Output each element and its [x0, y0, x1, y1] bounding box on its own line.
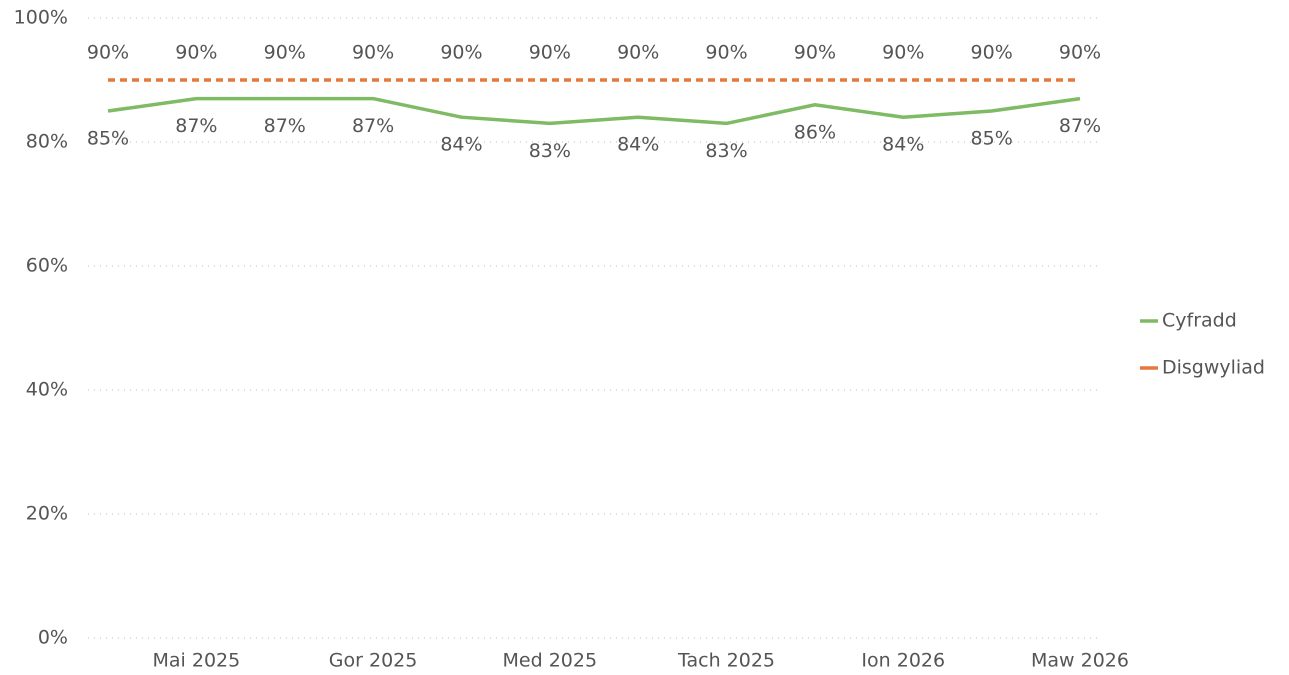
data-label: 90% — [440, 42, 482, 64]
x-tick-label: Mai 2025 — [153, 650, 241, 672]
x-tick-label: Ion 2026 — [861, 650, 945, 672]
data-label: 90% — [1059, 42, 1101, 64]
data-label: 90% — [971, 42, 1013, 64]
data-label: 87% — [175, 115, 217, 137]
data-label: 90% — [794, 42, 836, 64]
data-label: 90% — [352, 42, 394, 64]
data-label: 90% — [87, 42, 129, 64]
data-label: 85% — [87, 128, 129, 150]
y-tick-label: 80% — [26, 131, 68, 153]
data-label: 84% — [882, 134, 924, 156]
data-label: 90% — [882, 42, 924, 64]
data-label: 83% — [529, 140, 571, 162]
x-tick-label: Maw 2026 — [1031, 650, 1129, 672]
data-label: 87% — [1059, 115, 1101, 137]
x-tick-label: Tach 2025 — [677, 650, 775, 672]
data-label: 84% — [617, 134, 659, 156]
y-tick-label: 40% — [26, 379, 68, 401]
data-label: 90% — [705, 42, 747, 64]
legend-label: Cyfradd — [1162, 310, 1237, 332]
series-line — [107, 96, 1081, 126]
y-tick-label: 20% — [26, 503, 68, 525]
data-label: 83% — [705, 140, 747, 162]
data-label: 90% — [529, 42, 571, 64]
data-label: 90% — [617, 42, 659, 64]
data-label: 90% — [175, 42, 217, 64]
y-tick-label: 60% — [26, 255, 68, 277]
x-tick-label: Gor 2025 — [329, 650, 418, 672]
data-label: 90% — [264, 42, 306, 64]
legend-label: Disgwyliad — [1162, 357, 1265, 379]
data-label: 86% — [794, 121, 836, 143]
data-label: 84% — [440, 134, 482, 156]
data-label: 85% — [971, 128, 1013, 150]
data-label: 87% — [352, 115, 394, 137]
data-label: 87% — [264, 115, 306, 137]
y-tick-label: 0% — [38, 627, 68, 649]
x-tick-label: Med 2025 — [503, 650, 598, 672]
y-tick-label: 100% — [14, 7, 68, 29]
